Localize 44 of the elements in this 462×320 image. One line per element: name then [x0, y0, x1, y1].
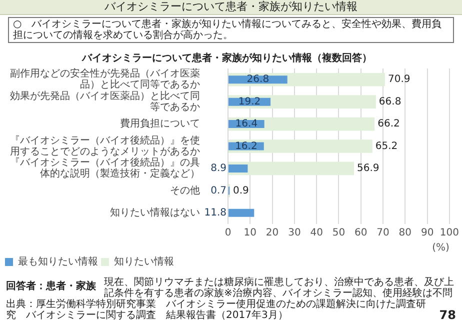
- data-label: 56.9: [357, 163, 380, 174]
- x-tick-label: 80: [398, 228, 412, 239]
- y-tick-label: 副作用などの安全性が先発品（バイオ医薬品）と比べて同等であるか: [10, 68, 200, 91]
- x-tick-label: 10: [244, 228, 257, 239]
- x-tick-label: 90: [420, 228, 434, 239]
- x-tick-label: 100: [440, 228, 460, 239]
- data-label: 70.9: [388, 74, 410, 86]
- data-label: 8.9: [210, 163, 226, 174]
- data-label: 0.7: [210, 185, 226, 196]
- x-tick-label: 20: [266, 228, 279, 239]
- x-tick-label: 30: [288, 228, 301, 239]
- text: ○ バイオシミラーについて患者・家族が知りたい情報についてみると、安全性や効果、費用負担についての情報を求めている割合が高かった。: [8, 17, 454, 43]
- bar: [228, 208, 254, 217]
- y-tick-label: 『バイオシミラー（バイオ後続品）』の具体的な説明（製造技術・定義など）: [10, 156, 200, 180]
- data-label: 19.2: [238, 96, 261, 108]
- y-tick-label: 費用負担について: [120, 118, 200, 130]
- legend-label: 最も知りたい情報: [18, 256, 98, 268]
- text: 78: [439, 308, 456, 320]
- source-note: 出典：厚生労働科学特別研究事業 バイオシミラー使用促進のための課題解決に向けた調査研究 バイオシミラーに関する調査 結果報告書（2017年3月）: [6, 299, 427, 320]
- text: 回答者：患者・家族: [6, 279, 96, 292]
- bar: [228, 162, 354, 176]
- data-label: 16.2: [235, 140, 258, 152]
- data-label: 66.8: [378, 96, 402, 108]
- text: バイオシミラーについて患者・家族が知りたい情報: [0, 0, 462, 15]
- data-label: 11.8: [204, 207, 226, 218]
- y-tick-label: 知りたい情報はない: [110, 206, 200, 218]
- x-tick-label: 70: [376, 228, 390, 239]
- data-label: 65.2: [375, 140, 398, 152]
- legend-label: 知りたい情報: [114, 256, 174, 268]
- y-tick-label: 『バイオシミラー（バイオ後続品）』を使用することでどのようなメリットがあるか: [10, 134, 200, 158]
- x-tick-label: 0: [224, 228, 232, 239]
- x-tick-label: 60: [354, 228, 368, 239]
- x-tick-label: 50: [332, 228, 346, 239]
- data-label: 66.2: [378, 118, 400, 130]
- data-label: 16.4: [235, 118, 258, 130]
- text: 現在、関節リウマチまたは糖尿病に罹患しており、治療中である患者、及び上記条件を有する患者の家族※治療内容、バイオシミラー認知、使用経験は不問: [104, 277, 455, 299]
- y-tick-label: その他: [170, 184, 200, 196]
- data-label: 26.8: [246, 74, 270, 86]
- data-label: 0.9: [232, 185, 249, 196]
- bar: [228, 164, 248, 172]
- chart-title: バイオシミラーについて患者・家族が知りたい情報（複数回答）: [81, 52, 372, 64]
- x-axis-title: (%): [432, 242, 450, 254]
- y-tick-label: 効果が先発品（バイオ医薬品）と比べて同等であるか: [10, 90, 200, 113]
- x-tick-label: 40: [310, 228, 323, 239]
